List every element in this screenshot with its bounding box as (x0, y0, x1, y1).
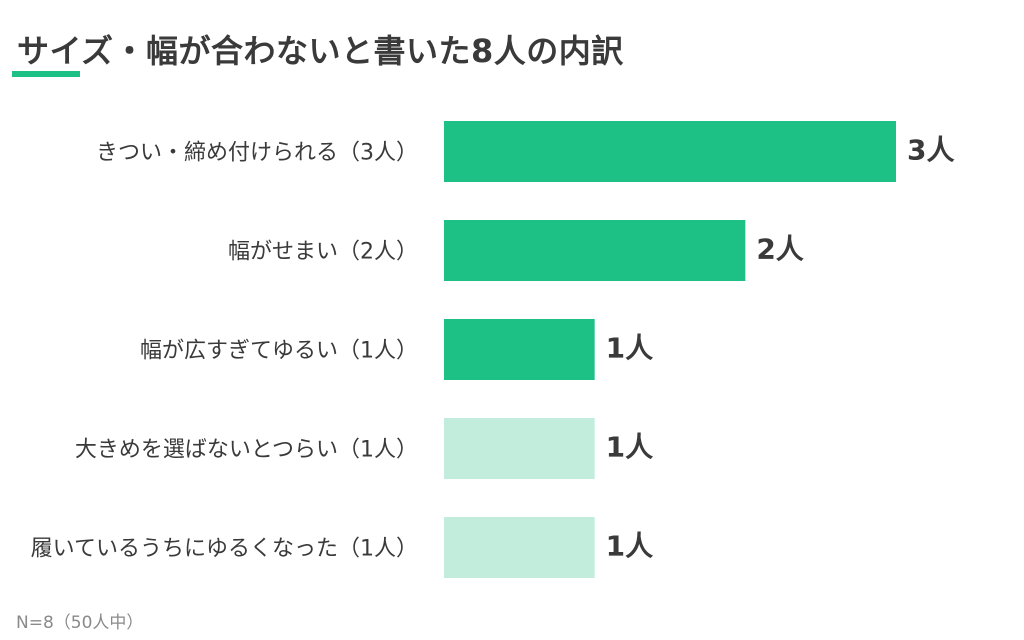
bar (444, 121, 896, 182)
chart-title: サイズ・幅が合わないと書いた8人の内訳 (17, 32, 624, 70)
bar (444, 517, 595, 578)
category-label: きつい・締め付けられる（3人） (96, 141, 418, 166)
bar (444, 319, 595, 380)
value-label: 1人 (606, 431, 653, 464)
title-underline (12, 71, 80, 77)
sample-size-note: N=8（50人中） (16, 613, 144, 633)
value-label: 2人 (756, 233, 803, 266)
bar (444, 220, 746, 281)
value-label: 3人 (907, 134, 954, 167)
category-label: 大きめを選ばないとつらい（1人） (75, 438, 418, 463)
bar (444, 418, 595, 479)
category-label: 幅がせまい（2人） (228, 240, 418, 265)
category-label: 幅が広すぎてゆるい（1人） (140, 339, 418, 364)
category-label: 履いているうちにゆるくなった（1人） (31, 537, 418, 562)
value-label: 1人 (606, 530, 653, 563)
value-label: 1人 (606, 332, 653, 365)
